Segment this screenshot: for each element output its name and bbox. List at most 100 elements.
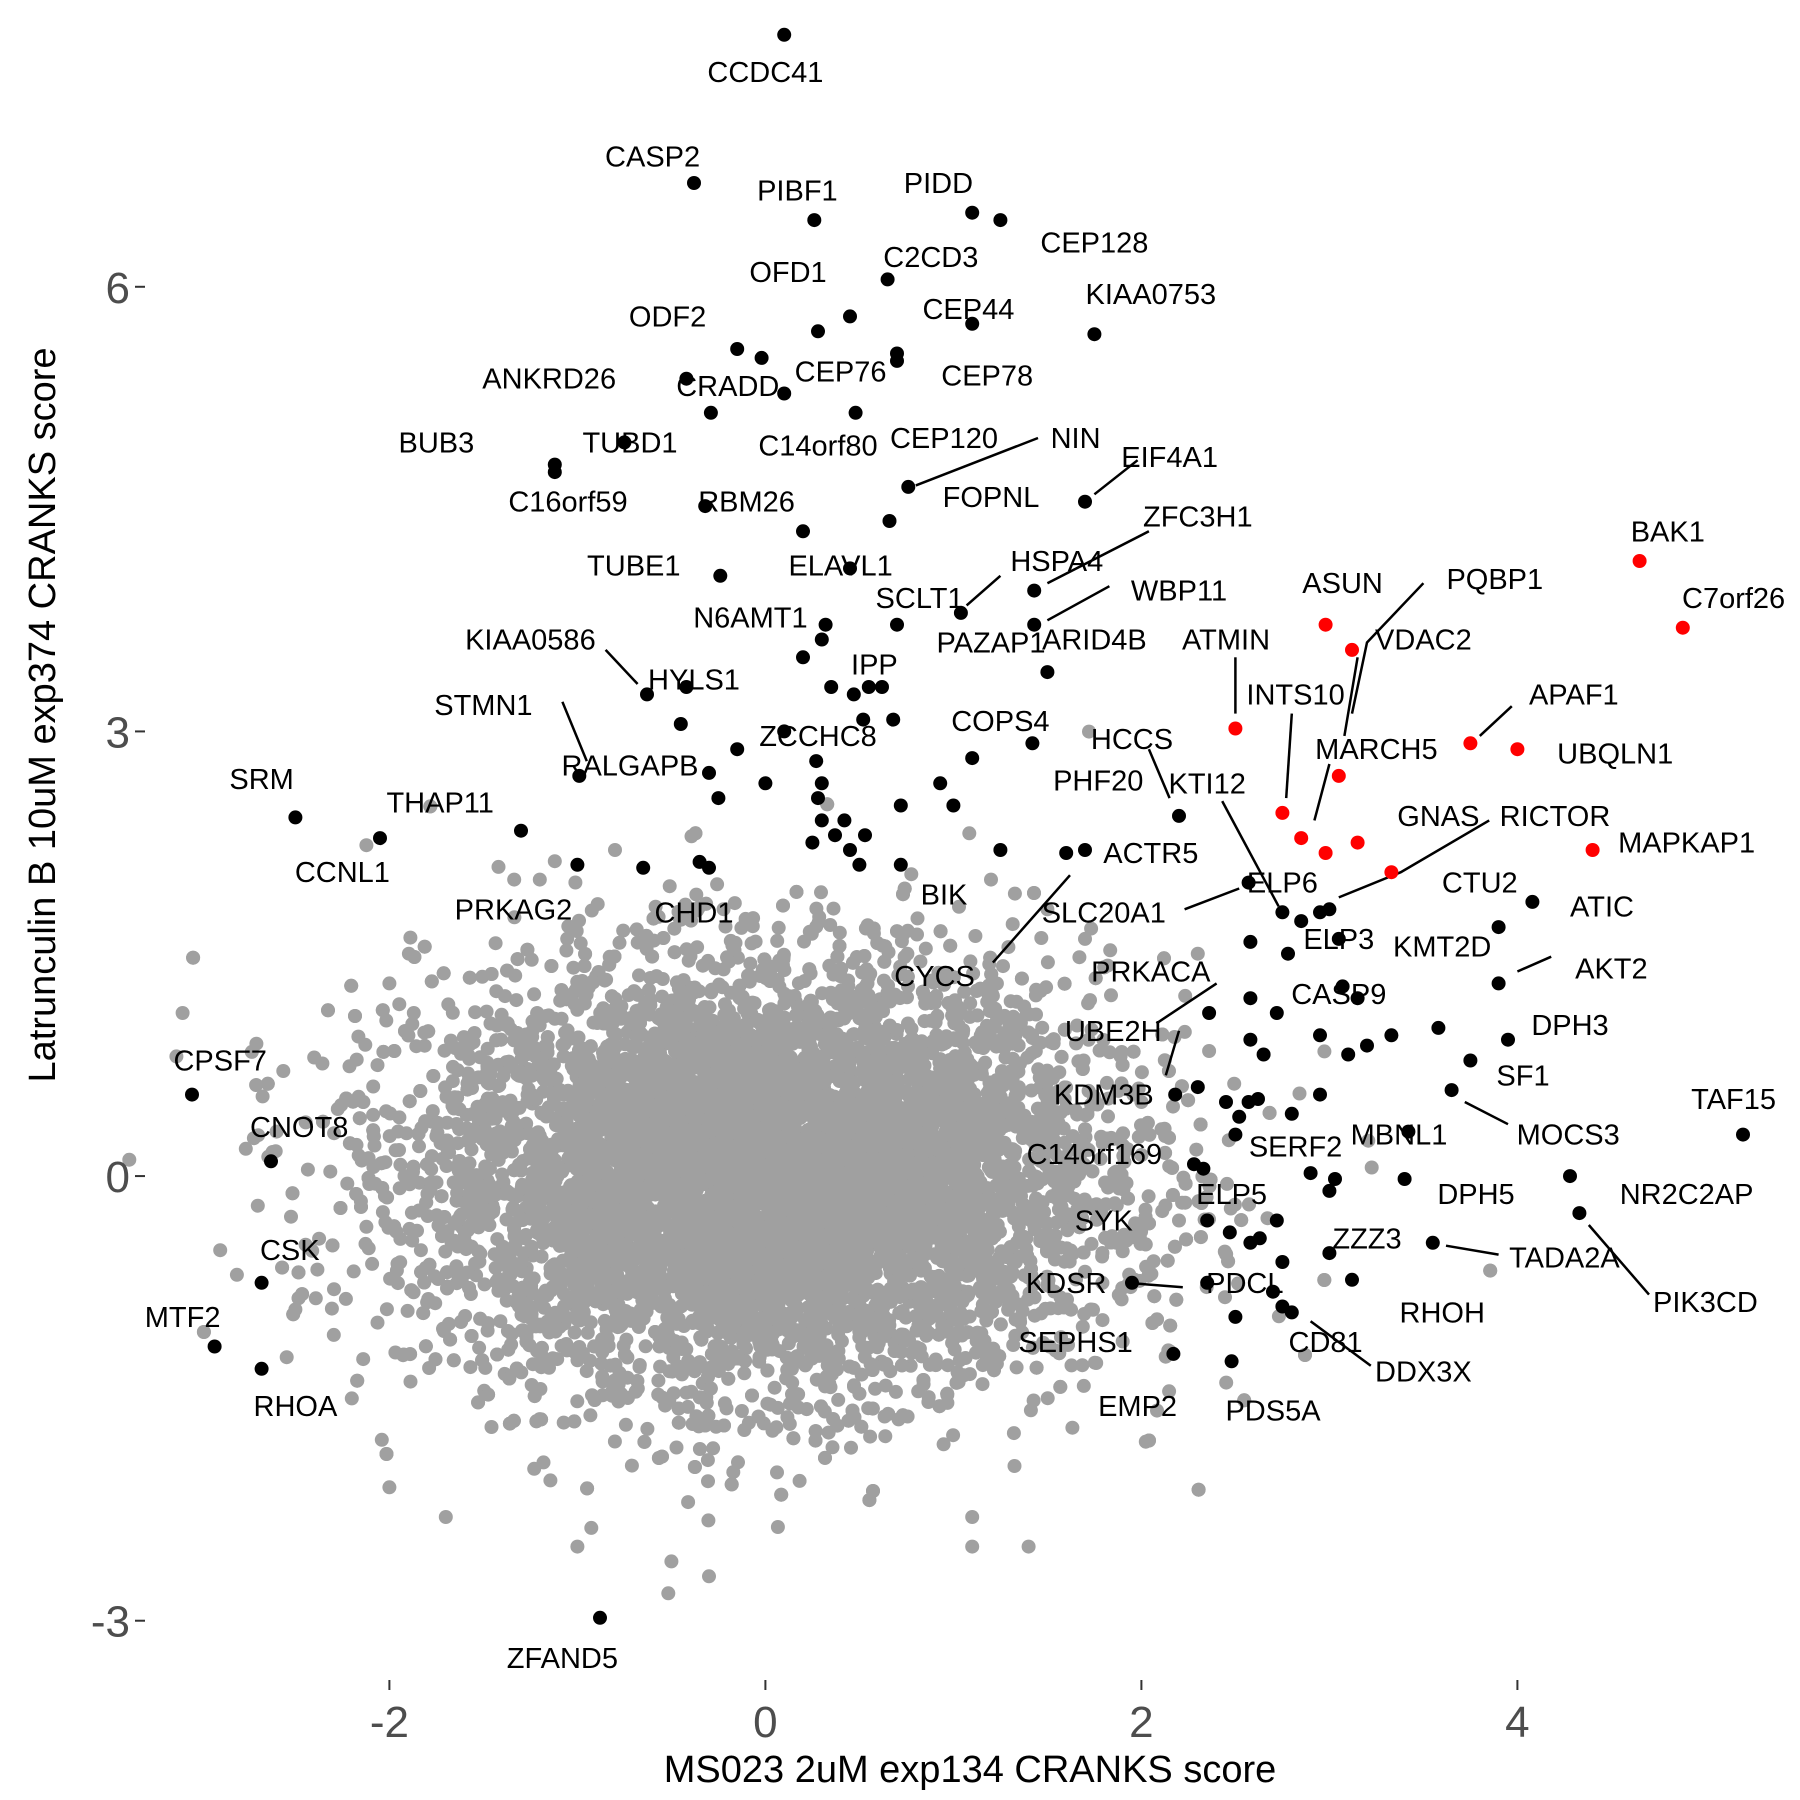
background-point xyxy=(327,1282,341,1297)
background-point xyxy=(643,971,658,985)
background-point xyxy=(737,1423,752,1437)
background-point xyxy=(312,1231,327,1246)
background-point xyxy=(945,1335,960,1350)
background-point xyxy=(500,1324,515,1338)
background-point xyxy=(744,936,759,951)
background-point xyxy=(327,1126,342,1141)
background-point xyxy=(379,1302,394,1317)
background-point xyxy=(406,1006,421,1020)
background-point xyxy=(547,854,562,869)
background-point xyxy=(1292,1086,1307,1101)
background-point xyxy=(651,1373,666,1388)
background-point xyxy=(661,1586,676,1601)
background-point xyxy=(780,1410,795,1425)
background-point xyxy=(340,1176,355,1191)
background-point xyxy=(374,1432,389,1447)
background-point xyxy=(356,1352,371,1367)
background-point xyxy=(1040,955,1055,970)
background-point xyxy=(573,936,588,951)
background-point xyxy=(498,989,512,1004)
background-point xyxy=(550,1352,565,1367)
background-point xyxy=(1095,1313,1110,1328)
background-point xyxy=(701,1513,716,1528)
background-point xyxy=(737,1366,752,1381)
background-point xyxy=(706,1441,721,1456)
background-point xyxy=(624,1458,639,1473)
background-point xyxy=(527,987,542,1002)
background-point xyxy=(1146,1254,1161,1269)
background-point xyxy=(1178,988,1193,1003)
background-point xyxy=(718,919,733,934)
background-point xyxy=(169,1049,184,1064)
background-point xyxy=(918,941,933,956)
background-point xyxy=(1034,931,1049,945)
background-point xyxy=(996,959,1010,974)
background-point xyxy=(1131,1081,1146,1096)
background-point xyxy=(338,1291,353,1306)
background-point xyxy=(1075,1319,1090,1334)
background-point xyxy=(568,875,583,890)
background-point xyxy=(1006,1338,1021,1352)
background-point xyxy=(825,1440,840,1455)
background-point xyxy=(249,1078,264,1092)
background-point xyxy=(936,1437,951,1452)
background-point xyxy=(1035,1020,1050,1035)
background-point xyxy=(488,936,503,951)
background-point xyxy=(122,1152,137,1167)
background-point xyxy=(814,885,828,900)
background-point xyxy=(946,1428,961,1443)
background-point xyxy=(952,899,966,914)
background-point xyxy=(403,1374,418,1389)
background-point xyxy=(1019,1007,1034,1022)
background-point xyxy=(734,1404,749,1418)
background-point xyxy=(1052,1065,1067,1080)
background-point xyxy=(904,1021,919,1036)
background-point xyxy=(669,1440,684,1455)
background-point xyxy=(1162,1384,1177,1399)
background-point xyxy=(1364,1160,1379,1175)
background-point xyxy=(279,1350,294,1365)
background-point xyxy=(507,910,522,925)
background-point xyxy=(1223,1201,1238,1216)
background-point xyxy=(904,867,919,882)
background-point xyxy=(370,1058,385,1073)
background-point xyxy=(323,1164,338,1179)
background-point xyxy=(1070,1018,1085,1033)
background-point xyxy=(346,1264,361,1279)
background-point xyxy=(413,1243,428,1258)
background-point xyxy=(1131,1129,1146,1144)
background-point xyxy=(929,989,944,1003)
background-point xyxy=(493,1314,508,1329)
background-point xyxy=(484,1420,499,1434)
background-point xyxy=(692,1442,707,1456)
background-point xyxy=(1040,1269,1055,1284)
background-point xyxy=(963,996,978,1011)
background-point xyxy=(701,953,715,968)
background-point xyxy=(1166,1099,1180,1114)
background-point xyxy=(567,1325,582,1340)
background-point xyxy=(1093,1151,1108,1166)
background-point xyxy=(1115,1334,1130,1349)
background-point xyxy=(507,872,522,887)
background-point xyxy=(844,1440,858,1455)
background-point xyxy=(308,1291,323,1306)
background-point xyxy=(681,1495,696,1510)
background-point xyxy=(1158,1198,1173,1213)
background-point xyxy=(1076,1378,1091,1393)
background-point xyxy=(255,1089,270,1104)
background-point xyxy=(1220,1176,1234,1191)
background-point xyxy=(583,1408,598,1423)
background-point xyxy=(276,1064,291,1078)
background-point xyxy=(1141,1189,1156,1204)
background-point xyxy=(770,933,785,948)
background-point xyxy=(310,1262,325,1277)
background-point xyxy=(1219,1375,1234,1390)
background-point xyxy=(365,1256,380,1271)
background-point xyxy=(472,1340,487,1355)
background-point xyxy=(1009,1360,1024,1375)
background-point xyxy=(1075,1358,1090,1373)
background-point xyxy=(393,1157,408,1172)
background-point xyxy=(616,923,631,938)
background-point xyxy=(1202,1044,1217,1058)
background-point xyxy=(681,953,696,968)
